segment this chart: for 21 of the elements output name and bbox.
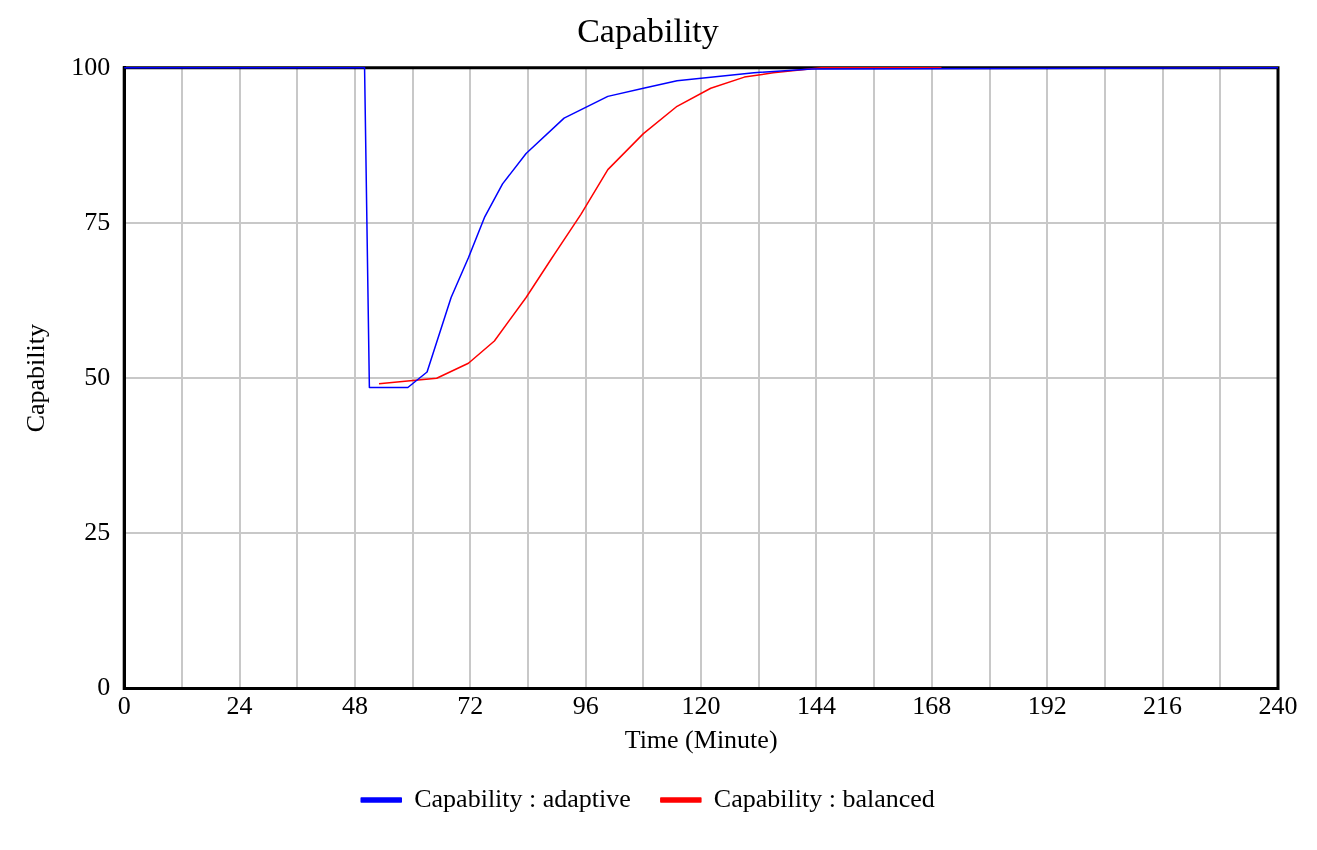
x-tick-label: 144 — [796, 691, 836, 721]
x-tick-label: 72 — [457, 691, 484, 721]
y-tick-label: 50 — [84, 362, 111, 392]
y-tick-label: 25 — [84, 517, 111, 547]
x-tick-label: 96 — [572, 691, 599, 721]
x-axis-title: Time (Minute) — [624, 725, 778, 755]
y-tick-label: 100 — [71, 51, 111, 81]
x-tick-label: 240 — [1258, 691, 1298, 721]
y-tick-label: 75 — [84, 206, 111, 236]
chart-title: Capability — [577, 12, 719, 50]
x-tick-label: 24 — [226, 691, 253, 721]
y-tick-label: 0 — [97, 672, 111, 702]
x-tick-label: 192 — [1027, 691, 1067, 721]
legend-label: Capability : balanced — [713, 783, 935, 813]
x-tick-label: 168 — [912, 691, 952, 721]
y-axis-title: Capability — [21, 324, 51, 433]
x-tick-label: 216 — [1143, 691, 1183, 721]
x-tick-label: 48 — [341, 691, 368, 721]
x-tick-label: 0 — [117, 691, 131, 721]
x-tick-label: 120 — [681, 691, 721, 721]
legend-label: Capability : adaptive — [414, 783, 631, 813]
